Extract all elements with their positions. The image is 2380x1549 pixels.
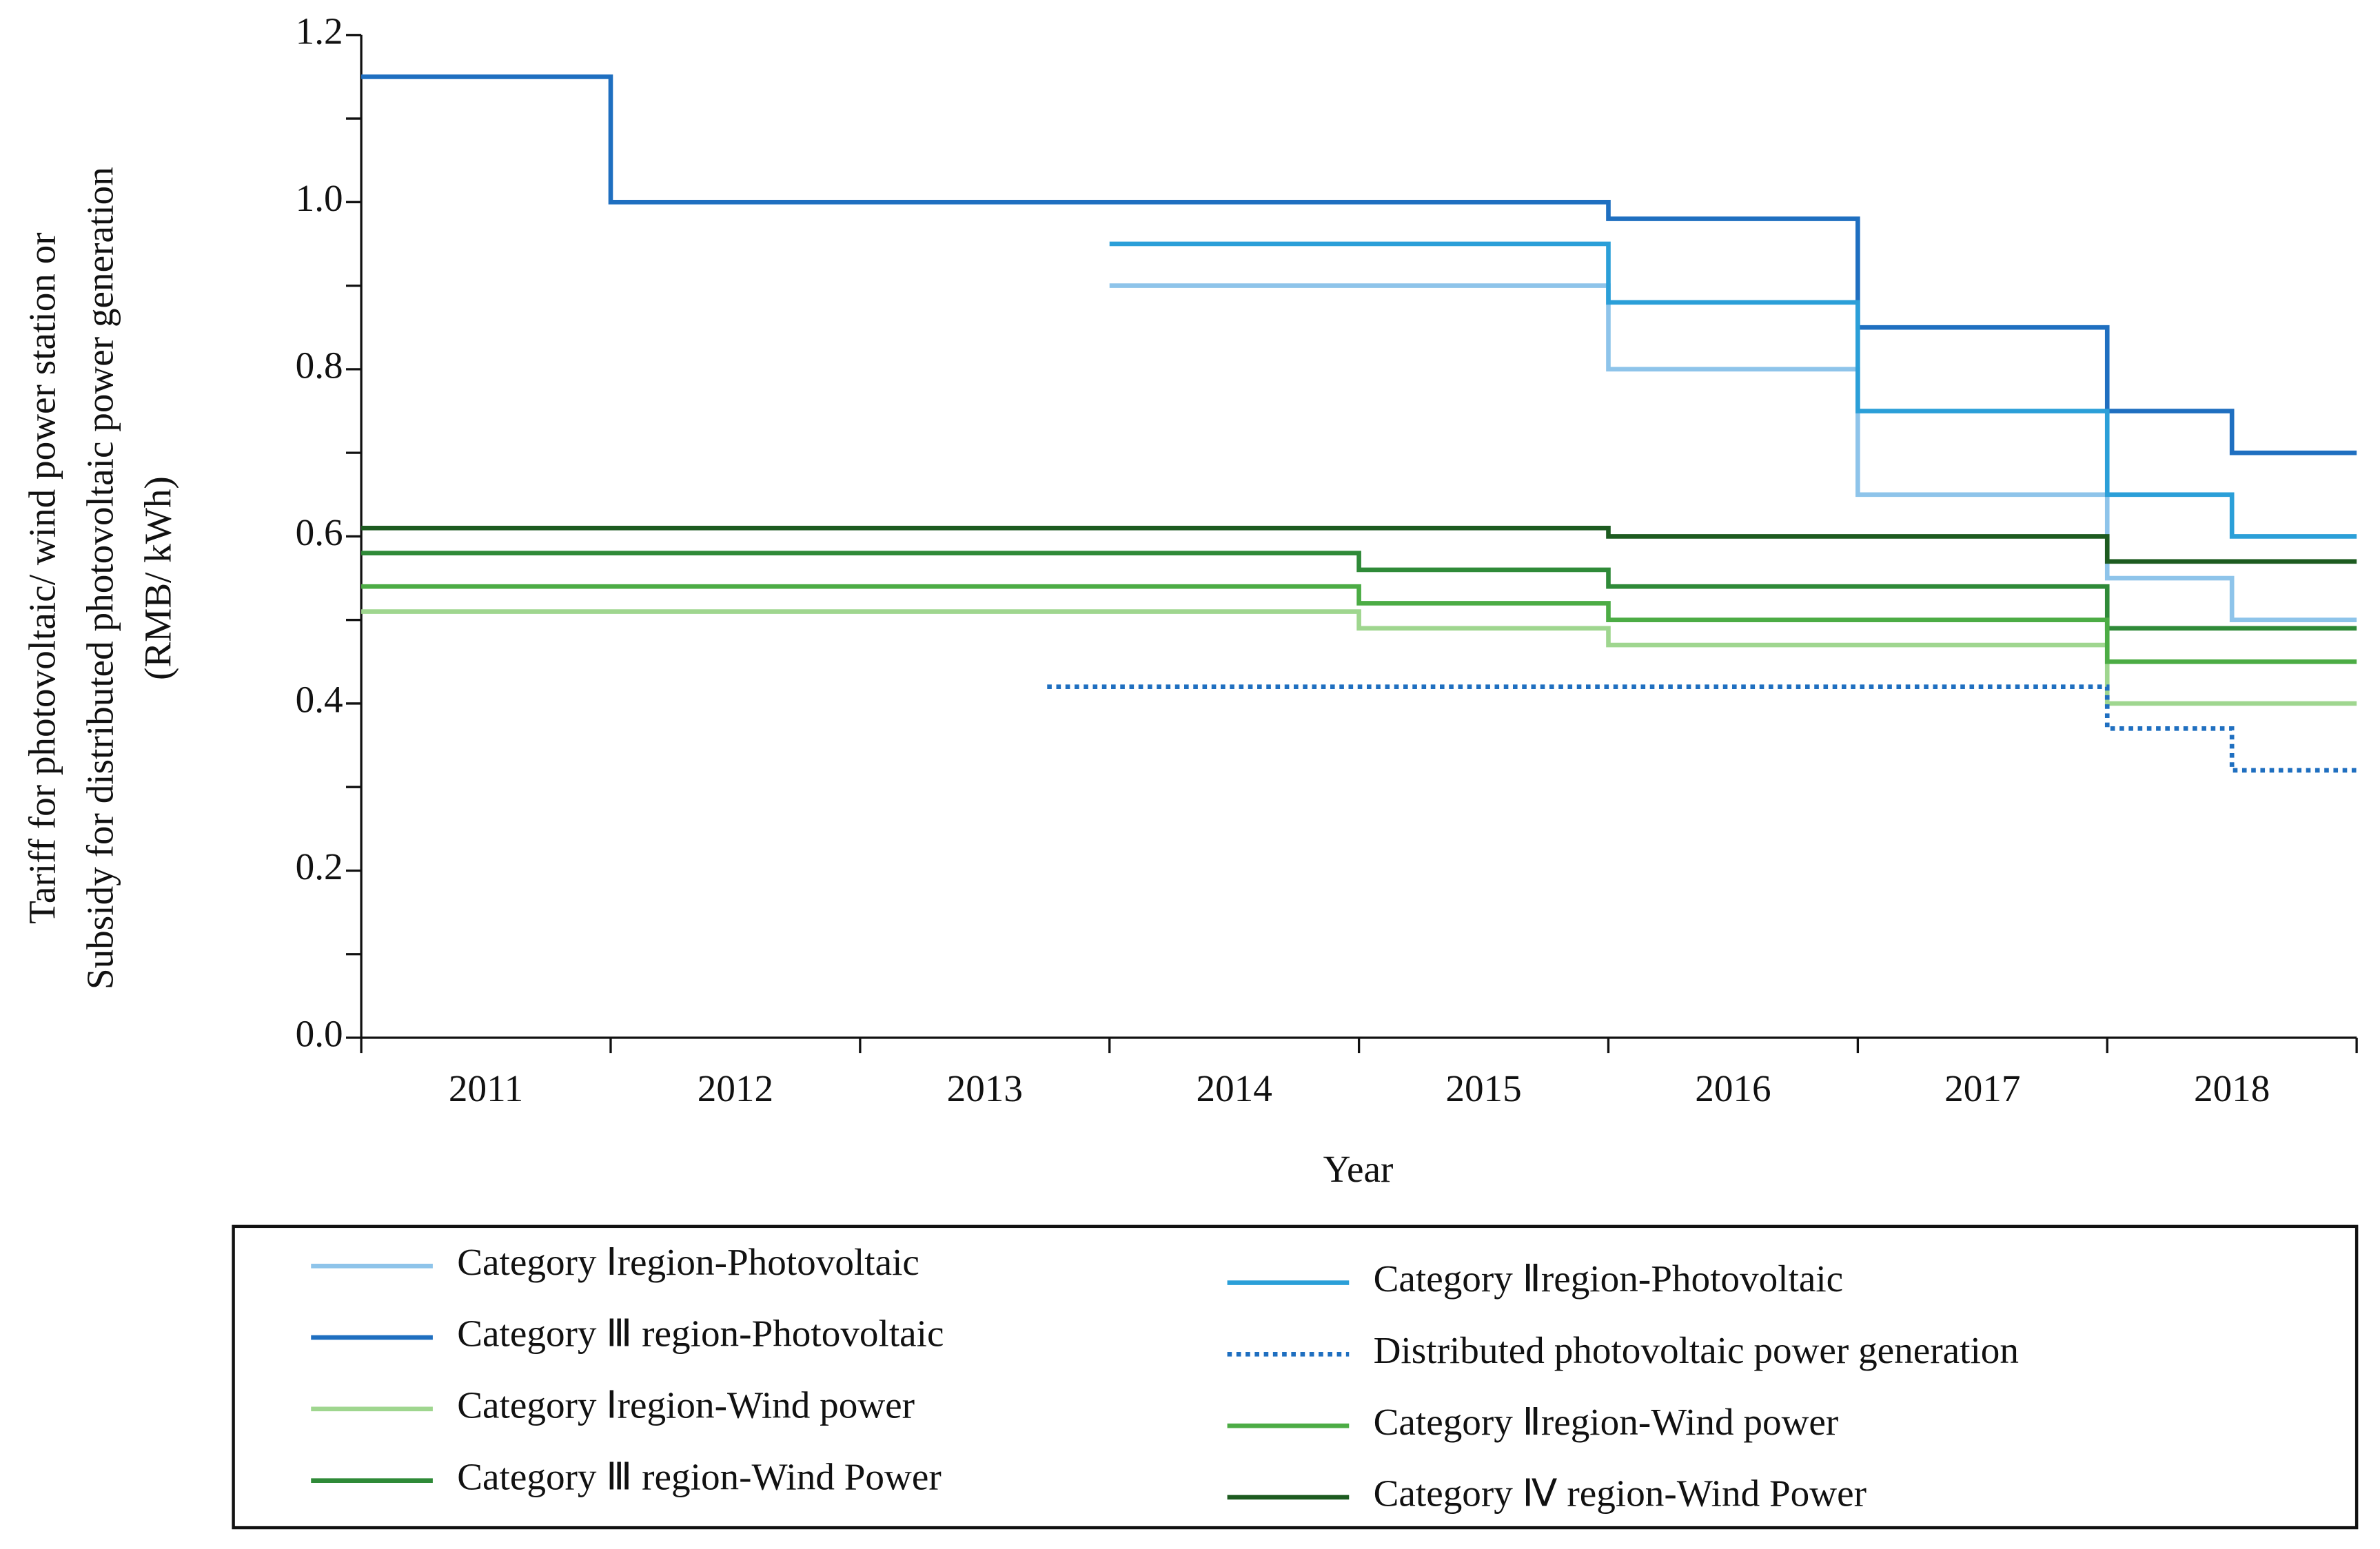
legend-label: Category Ⅲ region-Photovoltaic [457, 1313, 944, 1355]
x-tick-label: 2018 [2194, 1067, 2270, 1109]
y-axis-label-line: Subsidy for distributed photovoltaic pow… [79, 167, 121, 989]
x-tick-label: 2014 [1196, 1067, 1272, 1109]
x-tick-label: 2012 [698, 1067, 773, 1109]
legend-label: Category Ⅲ region-Wind Power [457, 1455, 942, 1497]
step-line [361, 609, 2357, 706]
step-line [361, 584, 2357, 664]
step-line [1047, 684, 2357, 773]
y-axis-label-line: Tariff for photovoltaic/ wind power stat… [21, 232, 63, 924]
x-tick-label: 2013 [947, 1067, 1023, 1109]
legend-label: Category Ⅱregion-Photovoltaic [1374, 1258, 1844, 1300]
step-line [361, 525, 2357, 564]
y-tick-label: 1.2 [296, 10, 343, 52]
x-tick-label: 2016 [1695, 1067, 1771, 1109]
legend-label: Category Ⅰregion-Photovoltaic [457, 1241, 919, 1283]
x-tick-label: 2015 [1445, 1067, 1521, 1109]
step-line [1109, 241, 2357, 539]
x-tick-label: 2011 [449, 1067, 523, 1109]
step-line [361, 74, 2357, 455]
legend-box [232, 1224, 2359, 1530]
y-axis-label-line: (RMB/ kWh) [136, 476, 179, 680]
legend-label: Category Ⅰregion-Wind power [457, 1384, 915, 1426]
legend-label: Category Ⅱregion-Wind power [1374, 1401, 1839, 1443]
y-tick-label: 1.0 [296, 177, 343, 219]
y-axis-label: Tariff for photovoltaic/ wind power stat… [21, 167, 179, 989]
x-axis-label: Year [1323, 1148, 1394, 1190]
legend-label: Category Ⅳ region-Wind Power [1374, 1473, 1867, 1515]
y-tick-label: 0.2 [296, 845, 343, 888]
y-tick-label: 0.4 [296, 679, 343, 721]
x-tick-label: 2017 [1944, 1067, 2020, 1109]
y-tick-label: 0.8 [296, 345, 343, 387]
y-tick-label: 0.0 [296, 1013, 343, 1055]
y-tick-label: 0.6 [296, 511, 343, 553]
step-line [1109, 283, 2357, 622]
legend-label: Distributed photovoltaic power generatio… [1374, 1329, 2019, 1371]
